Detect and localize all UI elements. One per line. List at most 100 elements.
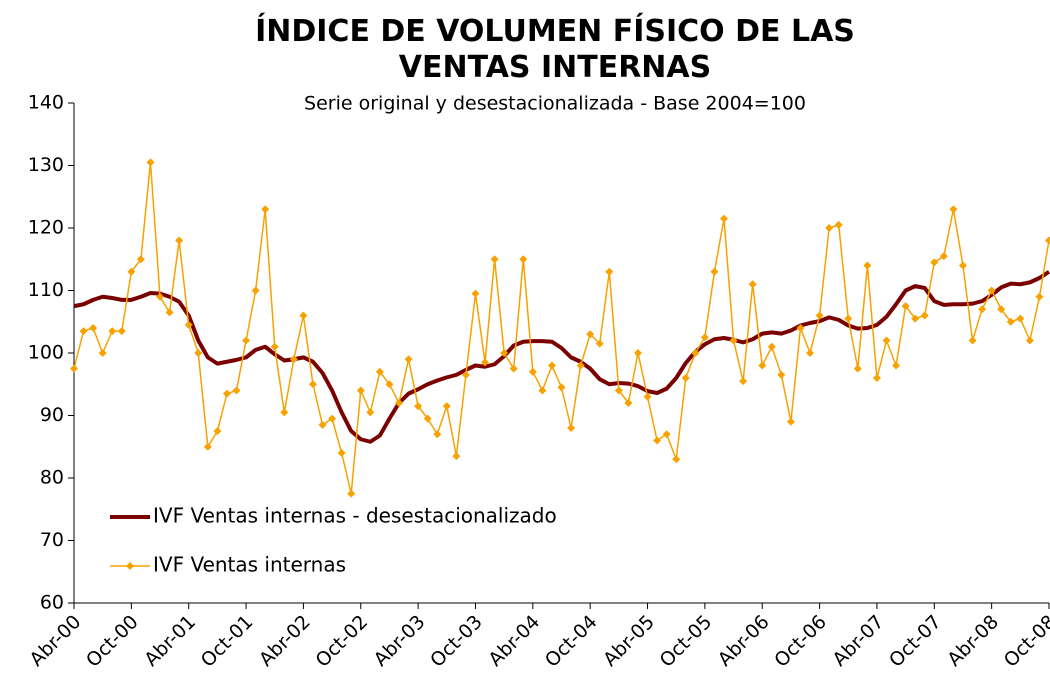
series-marker [939, 252, 948, 261]
series-marker [509, 364, 518, 373]
series-marker [1006, 317, 1015, 326]
series-marker [280, 408, 289, 417]
series-marker [366, 408, 375, 417]
y-tick-label: 100 [28, 342, 64, 364]
series-marker [911, 314, 920, 323]
series-marker [557, 383, 566, 392]
series-marker [70, 364, 78, 373]
x-tick-label: Abr-03 [370, 611, 430, 671]
series-line [73, 270, 1050, 444]
series-marker [777, 370, 786, 379]
series-marker [892, 361, 901, 370]
series-marker [117, 327, 126, 336]
x-tick-label: Oct-01 [197, 611, 258, 672]
series-marker [978, 305, 987, 314]
series-marker [605, 267, 614, 276]
series-marker [872, 374, 881, 382]
series-marker [347, 489, 356, 498]
series-marker [318, 420, 327, 429]
series-marker [500, 349, 509, 357]
series-marker [949, 205, 958, 214]
series-marker [614, 386, 623, 395]
x-tick-label: Oct-07 [885, 611, 946, 672]
chart-subtitle: Serie original y desestacionalizada - Ba… [304, 93, 806, 115]
series-marker [853, 364, 862, 373]
series-marker [672, 455, 681, 464]
x-tick-label: Abr-02 [255, 611, 315, 671]
series-marker [1016, 314, 1025, 323]
x-tick-label: Abr-00 [26, 611, 86, 671]
series-marker [423, 414, 432, 423]
series-line [73, 161, 1050, 495]
x-tick-label: Oct-02 [311, 611, 372, 672]
series-marker [308, 380, 317, 389]
x-tick-label: Abr-05 [599, 611, 659, 671]
series-marker [748, 280, 757, 289]
series-marker [146, 158, 155, 167]
series-marker [834, 220, 843, 229]
series-marker [844, 314, 853, 323]
series-marker [920, 311, 929, 320]
series-marker [519, 255, 528, 264]
series-marker [1045, 236, 1050, 245]
series-marker [222, 389, 231, 398]
series-marker [156, 292, 165, 301]
series-marker [414, 402, 423, 411]
y-tick-label: 130 [28, 154, 64, 176]
y-tick-label: 70 [40, 529, 64, 551]
series-marker [175, 236, 184, 245]
series-marker [452, 452, 461, 461]
legend-marker [126, 562, 134, 570]
series-marker [987, 286, 996, 295]
series-marker [700, 333, 709, 342]
series-marker [337, 449, 346, 457]
y-tick-label: 120 [28, 217, 64, 239]
series-marker [720, 214, 728, 223]
series-marker [270, 342, 279, 351]
series-marker [997, 305, 1006, 314]
series-marker [815, 311, 824, 320]
series-marker [729, 336, 738, 345]
series-marker [710, 267, 719, 276]
x-tick-label: Abr-08 [943, 611, 1003, 671]
series-marker [89, 324, 98, 332]
series-marker [681, 374, 690, 382]
series-marker [194, 349, 203, 357]
x-tick-label: Abr-07 [828, 611, 888, 671]
series-marker [863, 261, 872, 270]
y-tick-label: 140 [28, 92, 64, 114]
series-marker [490, 255, 499, 264]
series-marker [395, 399, 403, 407]
x-tick-label: Abr-06 [714, 611, 774, 671]
x-tick-label: Abr-04 [484, 611, 544, 671]
series-marker [567, 424, 576, 432]
legend-label: IVF Ventas internas [153, 553, 346, 577]
y-tick-label: 60 [40, 592, 64, 614]
series-marker [586, 330, 595, 339]
series-marker [98, 349, 107, 357]
series-marker [796, 324, 805, 332]
series-marker [968, 336, 977, 345]
series-marker [136, 255, 145, 264]
series-marker [786, 417, 795, 426]
series-marker [739, 377, 748, 386]
series-marker [299, 311, 308, 320]
series-marker [806, 349, 815, 357]
series-marker [528, 367, 537, 376]
series-marker [662, 430, 671, 439]
x-tick-label: Oct-04 [541, 611, 602, 672]
series-marker [1035, 292, 1044, 301]
series-marker [538, 386, 547, 395]
x-tick-label: Oct-05 [656, 611, 717, 672]
series-marker [375, 367, 384, 376]
x-tick-label: Oct-08 [1000, 611, 1050, 672]
series-marker [624, 399, 633, 407]
series-marker [576, 361, 585, 370]
series-marker [481, 358, 490, 367]
y-tick-label: 80 [40, 467, 64, 489]
x-tick-label: Oct-00 [82, 611, 143, 672]
x-tick-label: Abr-01 [140, 611, 200, 671]
series-marker [547, 361, 556, 370]
series-marker [901, 302, 910, 311]
